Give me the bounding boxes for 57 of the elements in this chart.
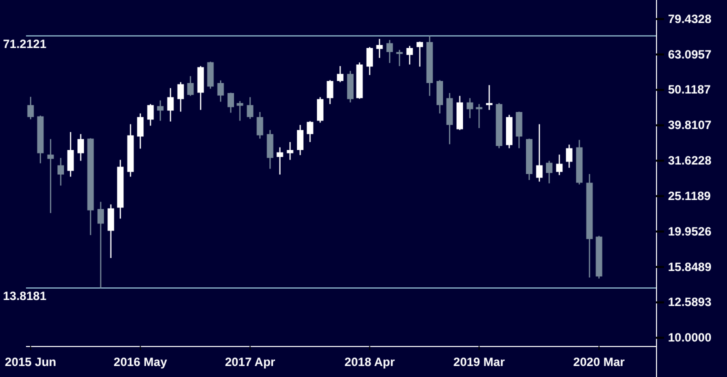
- x-tick-label: 2018 Apr: [344, 355, 396, 370]
- y-tick-label: 12.5893: [668, 295, 712, 310]
- candlestick: [416, 40, 424, 68]
- candlestick: [266, 129, 274, 170]
- candlestick: [108, 204, 114, 259]
- candlestick: [276, 146, 284, 176]
- candlestick: [336, 65, 344, 83]
- candlestick: [27, 96, 34, 120]
- y-tick-label: 25.1189: [668, 188, 712, 203]
- candlestick: [306, 120, 314, 143]
- y-tick-label: 15.8489: [668, 260, 712, 274]
- candlestick: [406, 45, 413, 66]
- x-tick-label: 2017 Apr: [224, 355, 276, 370]
- candlestick: [486, 84, 492, 110]
- candlestick: [286, 141, 294, 160]
- candlestick: [376, 38, 383, 58]
- candlestick: [466, 98, 474, 119]
- candlestick: [396, 49, 403, 67]
- x-tick-label: 2020 Mar: [573, 355, 626, 370]
- candlestick: [326, 80, 334, 105]
- candlestick: [177, 82, 184, 112]
- y-tick-label: 50.1187: [668, 82, 712, 97]
- y-tick-label: 79.4328: [668, 12, 712, 26]
- candlestick: [77, 133, 84, 162]
- candlestick: [236, 100, 244, 122]
- candlestick: [57, 157, 64, 186]
- candlestick: [566, 144, 572, 168]
- ref-line-label: 71.2121: [3, 36, 47, 51]
- candlestick: [476, 103, 482, 129]
- candlestick: [157, 100, 164, 122]
- candlestick: [536, 124, 543, 182]
- x-tick-label: 2015 Jun: [4, 355, 56, 370]
- candlestick: [246, 96, 254, 120]
- candlestick: [546, 160, 552, 184]
- y-tick-label: 31.6228: [668, 154, 712, 168]
- ref-line-label: 13.8181: [3, 289, 47, 304]
- candlestick: [556, 154, 563, 176]
- x-tick-label: 2019 Mar: [453, 355, 506, 370]
- candlestick: [187, 76, 194, 96]
- candlestick: [316, 96, 324, 124]
- candlestick: [67, 131, 74, 178]
- candlestick: [256, 111, 264, 140]
- candlestick: [137, 112, 144, 150]
- candlestick: [167, 88, 174, 122]
- candlestick: [217, 80, 224, 102]
- candlestick: [47, 138, 54, 214]
- y-tick-label: 39.8107: [668, 118, 712, 132]
- candlestick: [296, 124, 304, 156]
- candlestick: [228, 92, 234, 114]
- candlestick: [147, 103, 154, 126]
- candlestick: [386, 39, 393, 64]
- y-tick-label: 10.0000: [668, 330, 712, 345]
- candlestick: [97, 201, 104, 289]
- x-tick-label: 2016 May: [114, 355, 168, 370]
- candlestick: [366, 46, 373, 76]
- y-tick-label: 63.0957: [668, 47, 712, 62]
- y-tick-label: 19.9526: [668, 224, 712, 238]
